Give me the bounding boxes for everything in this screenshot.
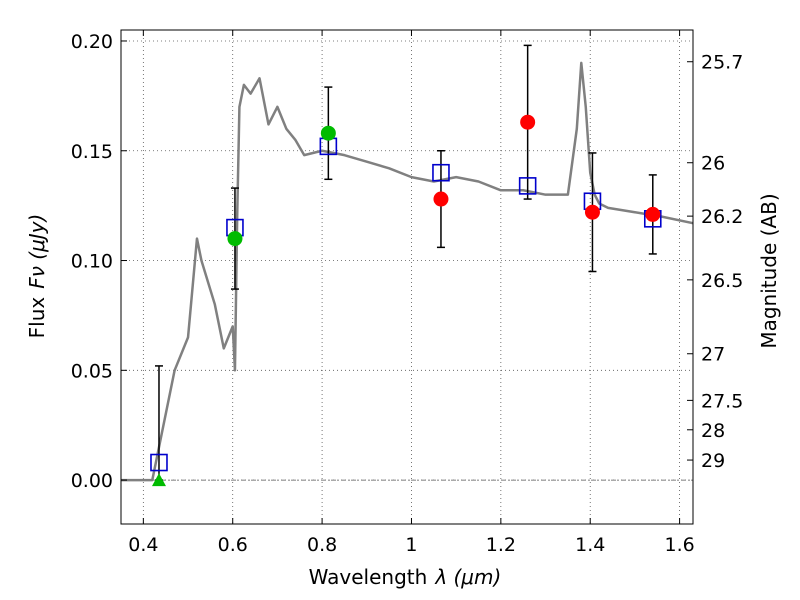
model-band-square [518,177,537,195]
grid [121,30,693,524]
x-axis-label-symbol: λ (μm) [434,565,501,589]
x-tick-label: 1.6 [664,534,694,556]
axis-ticks: 0.4 0.6 0.8 1 1.2 1.4 1.6 0.00 0.05 0.10 0.15 0.20 2… [71,30,743,556]
y-axis-title: Flux Fν (μJy) [25,214,49,339]
y-tick-label: 0.20 [71,31,113,53]
x-tick-label: 0.8 [307,534,337,556]
magnitude-tick-label: 27 [701,344,725,366]
x-tick-label: 1.2 [486,534,516,556]
x-tick-label: 1 [405,534,417,556]
chart-marks [150,44,662,487]
magnitude-tick-label: 26.2 [701,206,743,228]
magnitude-tick-label: 28 [701,420,725,442]
x-axis-title: Wavelength λ (μm) [309,565,502,589]
magnitude-tick-label: 25.7 [701,52,743,74]
model-band-square [432,163,450,182]
observed-point-red [584,204,600,220]
plot-frame [120,29,694,525]
observed-point-green [320,125,336,141]
observed-point-red [520,114,536,130]
magnitude-tick-label: 29 [701,450,725,472]
x-tick-label: 0.4 [128,534,158,556]
observed-point-green [227,231,243,247]
x-tick-label: 0.6 [218,534,248,556]
y-tick-label: 0.10 [71,251,113,273]
y-tick-label: 0.00 [71,470,113,492]
y-tick-label: 0.05 [71,360,113,382]
magnitude-tick-label: 27.5 [701,390,743,412]
upper-limit-triangle [151,473,166,487]
x-axis-label-text: Wavelength [309,565,428,589]
x-tick-label: 1.4 [575,534,605,556]
y-axis-label-symbol: Fν (μJy) [25,214,49,289]
observed-point-red [645,206,661,222]
magnitude-axis-title: Magnitude (AB) [757,193,781,348]
observed-point-red [433,191,449,207]
model-sed-line [121,61,694,482]
y-axis-label-text: Flux [25,297,49,339]
magnitude-tick-label: 26.5 [701,270,743,292]
y-tick-label: 0.15 [71,141,113,163]
model-band-square [150,453,168,472]
magnitude-tick-label: 26 [701,153,725,175]
